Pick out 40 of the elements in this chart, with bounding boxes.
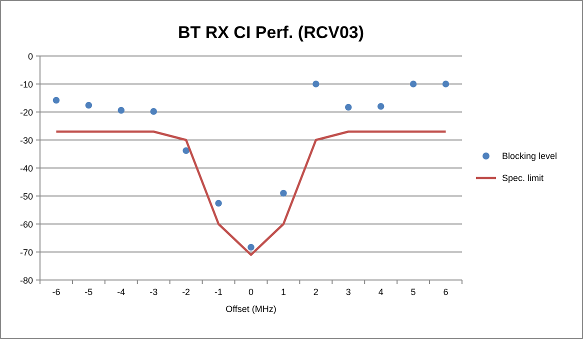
x-tick-label: 0	[248, 287, 254, 297]
point	[410, 80, 417, 88]
point	[377, 103, 384, 110]
point	[182, 147, 190, 154]
point	[345, 104, 352, 111]
y-tick-label: -10	[20, 80, 33, 90]
x-tick-label: -3	[150, 287, 158, 297]
x-axis-title: Offset (MHz)	[226, 304, 276, 314]
x-tick-label: 3	[346, 287, 351, 297]
y-tick-label: -60	[20, 220, 33, 230]
y-tick-label: 0	[28, 52, 33, 62]
point	[442, 80, 450, 88]
point	[248, 244, 254, 251]
x-tick-label: 1	[280, 287, 286, 297]
y-tick-label: -40	[20, 164, 33, 174]
x-tick-label: -6	[52, 287, 60, 297]
point	[85, 102, 92, 109]
y-tick-label: -20	[20, 108, 33, 118]
line-series	[55, 130, 447, 256]
x-tick-label: 5	[410, 287, 416, 297]
point	[118, 106, 125, 114]
x-tick-label: -4	[117, 287, 126, 297]
point	[312, 80, 320, 88]
x-tick-label: 2	[313, 287, 318, 297]
y-tick-label: -30	[20, 136, 33, 146]
x-tick-label: -1	[214, 287, 223, 297]
point	[52, 96, 60, 104]
y-tick-label: -50	[20, 192, 33, 202]
x-tick-label: 4	[378, 287, 384, 297]
y-tick-label: -80	[20, 276, 33, 286]
x-tick-label: -5	[84, 287, 93, 297]
y-tick-label: -70	[20, 248, 33, 258]
point	[215, 200, 222, 207]
x-tick-label: 6	[443, 287, 448, 297]
point	[280, 190, 287, 197]
legend-label: Blocking level	[502, 151, 558, 161]
chart-title: BT RX CI Perf. (RCV03)	[178, 23, 364, 42]
legend-label: Spec. limit	[502, 173, 544, 183]
point	[150, 108, 157, 115]
x-tick-label: -2	[182, 287, 190, 297]
